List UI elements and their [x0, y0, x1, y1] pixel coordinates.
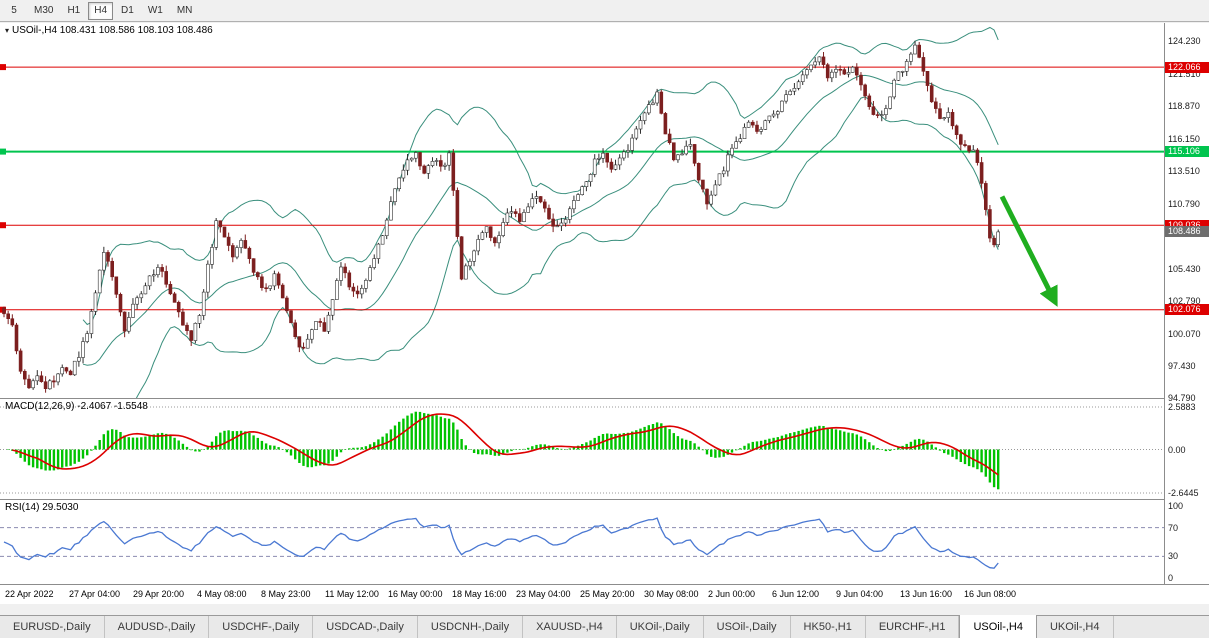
price-axis-tick: 121.510: [1168, 69, 1201, 79]
symbol-tab-usdcad-daily[interactable]: USDCAD-,Daily: [313, 616, 418, 638]
time-axis-label: 16 Jun 08:00: [964, 589, 1017, 599]
line-anchor-handle[interactable]: [0, 148, 6, 155]
timeframe-button-m30[interactable]: M30: [34, 5, 54, 16]
chart-symbol-label: ▾ USOil-,H4 108.431 108.586 108.103 108.4…: [5, 25, 213, 36]
trend-arrow[interactable]: [999, 195, 1058, 307]
macd-axis-tick: -2.6445: [1168, 488, 1199, 498]
panel-divider[interactable]: [0, 499, 1209, 500]
price-axis-tick: 113.510: [1168, 166, 1200, 176]
symbol-tab-ukoil-h4[interactable]: UKOil-,H4: [1037, 616, 1114, 638]
time-axis-label: 4 May 08:00: [197, 589, 247, 599]
symbol-tab-usoil-daily[interactable]: USOil-,Daily: [704, 616, 791, 638]
price-axis-tick: 100.070: [1168, 329, 1201, 339]
macd-label: MACD(12,26,9) -2.4067 -1.5548: [5, 401, 148, 412]
time-axis-label: 23 May 04:00: [516, 589, 571, 599]
rsi-axis-tick: 70: [1168, 523, 1179, 533]
symbol-tab-audusd-daily[interactable]: AUDUSD-,Daily: [105, 616, 210, 638]
bollinger-bands: [82, 26, 999, 398]
chart-ohlc-text: USOil-,H4 108.431 108.586 108.103 108.48…: [12, 25, 213, 36]
rsi-panel: RSI(14) 29.5030: [0, 500, 1164, 584]
timeframe-button-d1[interactable]: D1: [121, 5, 134, 16]
time-axis-label: 13 Jun 16:00: [900, 589, 953, 599]
price-axis-tick: 124.230: [1168, 36, 1201, 46]
rsi-label: RSI(14) 29.5030: [5, 502, 79, 513]
price-line-badge: 122.066: [1165, 62, 1209, 73]
chart-area: ▾ USOil-,H4 108.431 108.586 108.103 108.4…: [0, 23, 1209, 604]
symbol-tabbar: EURUSD-,Daily AUDUSD-,Daily USDCHF-,Daily U…: [0, 615, 1209, 638]
candles-layer: [2, 40, 1001, 393]
symbol-tab-usdcnh-daily[interactable]: USDCNH-,Daily: [418, 616, 524, 638]
price-axis-tick: 110.790: [1168, 199, 1200, 209]
macd-axis-tick: 2.5883: [1168, 402, 1196, 412]
symbol-tab-usoil-h4[interactable]: USOil-,H4: [959, 615, 1037, 638]
price-axis-tick: 118.870: [1168, 101, 1200, 111]
panel-divider[interactable]: [0, 584, 1209, 585]
timeframe-toolbar: 5 M30 H1 H4 D1 W1 MN: [0, 0, 1209, 22]
price-axis-tick: 105.430: [1168, 264, 1201, 274]
macd-histogram: [7, 411, 1000, 490]
price-panel: ▾ USOil-,H4 108.431 108.586 108.103 108.4…: [0, 23, 1164, 398]
time-axis-label: 2 Jun 00:00: [708, 589, 756, 599]
chart-dropdown-icon[interactable]: ▾: [5, 26, 10, 35]
horizontal-lines-layer: [0, 64, 1164, 313]
timeframe-button-w1[interactable]: W1: [147, 5, 163, 16]
time-axis[interactable]: 22 Apr 2022 27 Apr 04:00 29 Apr 20:00 4 May…: [0, 585, 1209, 604]
macd-plot[interactable]: [0, 399, 1164, 499]
symbol-tab-xauusd-h4[interactable]: XAUUSD-,H4: [523, 616, 617, 638]
price-axis-tick: 102.790: [1168, 296, 1201, 306]
macd-axis-tick: 0.00: [1168, 445, 1186, 455]
time-axis-label: 30 May 08:00: [644, 589, 699, 599]
price-axis-tick: 97.430: [1168, 361, 1196, 371]
symbol-tab-ukoil-daily[interactable]: UKOil-,Daily: [617, 616, 704, 638]
panel-divider[interactable]: [0, 398, 1209, 399]
timeframe-button-mn[interactable]: MN: [176, 5, 193, 16]
timeframe-button-5[interactable]: 5: [11, 5, 17, 16]
time-axis-label: 27 Apr 04:00: [69, 589, 121, 599]
price-line-badge: 102.076: [1165, 304, 1209, 315]
price-axis-tick: 116.150: [1168, 134, 1200, 144]
time-axis-label: 9 Jun 04:00: [836, 589, 884, 599]
time-axis-label: 16 May 00:00: [388, 589, 443, 599]
line-anchor-handle[interactable]: [0, 222, 6, 229]
rsi-line: [3, 517, 999, 569]
price-line-badge: 115.106: [1165, 146, 1209, 157]
timeframe-button-h1[interactable]: H1: [67, 5, 81, 16]
rsi-axis-tick: 30: [1168, 551, 1179, 561]
price-axis-tick: 94.790: [1168, 393, 1196, 403]
macd-signal-line: [12, 413, 999, 476]
symbol-tab-eurchf-h1[interactable]: EURCHF-,H1: [866, 616, 960, 638]
price-axis-column[interactable]: 124.230 121.510 118.870 116.150 113.510 110.7…: [1164, 23, 1209, 584]
price-line-badge: 109.036: [1165, 220, 1209, 231]
current-price-badge: 108.486: [1165, 226, 1209, 237]
macd-panel: MACD(12,26,9) -2.4067 -1.5548: [0, 399, 1164, 499]
timeframe-button-h4[interactable]: H4: [88, 1, 114, 20]
time-axis-label: 6 Jun 12:00: [772, 589, 820, 599]
time-axis-label: 29 Apr 20:00: [133, 589, 185, 599]
time-axis-label: 11 May 12:00: [325, 589, 379, 599]
time-axis-label: 22 Apr 2022: [5, 589, 54, 599]
symbol-tab-hk50-h1[interactable]: HK50-,H1: [791, 616, 866, 638]
line-anchor-handle[interactable]: [0, 64, 6, 71]
time-axis-label: 18 May 16:00: [452, 589, 507, 599]
rsi-axis-tick: 0: [1168, 573, 1174, 583]
symbol-tab-usdchf-daily[interactable]: USDCHF-,Daily: [209, 616, 314, 638]
time-axis-label: 25 May 20:00: [580, 589, 635, 599]
time-axis-label: 8 May 23:00: [261, 589, 311, 599]
symbol-tab-eurusd-daily[interactable]: EURUSD-,Daily: [0, 616, 105, 638]
rsi-axis-tick: 100: [1168, 501, 1184, 511]
rsi-plot[interactable]: [0, 500, 1164, 584]
price-chart-plot[interactable]: [0, 23, 1164, 398]
